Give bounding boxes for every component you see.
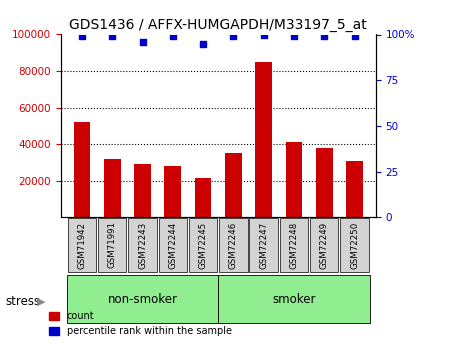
Bar — [225, 153, 242, 217]
Text: GSM72245: GSM72245 — [198, 221, 207, 268]
FancyBboxPatch shape — [280, 218, 308, 272]
Text: non-smoker: non-smoker — [108, 293, 178, 306]
FancyBboxPatch shape — [158, 218, 187, 272]
Point — [260, 32, 267, 37]
Title: GDS1436 / AFFX-HUMGAPDH/M33197_5_at: GDS1436 / AFFX-HUMGAPDH/M33197_5_at — [69, 18, 367, 32]
FancyBboxPatch shape — [219, 218, 248, 272]
Point — [230, 33, 237, 39]
Text: GSM72243: GSM72243 — [138, 221, 147, 268]
FancyBboxPatch shape — [249, 218, 278, 272]
Point — [169, 33, 176, 39]
FancyBboxPatch shape — [98, 218, 126, 272]
Text: GSM72246: GSM72246 — [229, 221, 238, 268]
Bar — [255, 62, 272, 217]
Point — [321, 33, 328, 39]
Point — [108, 33, 116, 39]
Bar — [346, 161, 363, 217]
FancyBboxPatch shape — [310, 218, 338, 272]
Bar — [104, 159, 121, 217]
FancyBboxPatch shape — [340, 218, 369, 272]
Bar — [316, 148, 333, 217]
Text: GSM71942: GSM71942 — [77, 221, 86, 268]
Text: smoker: smoker — [272, 293, 316, 306]
Bar — [165, 166, 181, 217]
Bar — [134, 164, 151, 217]
Text: GSM72248: GSM72248 — [289, 221, 298, 268]
Text: GSM72250: GSM72250 — [350, 221, 359, 268]
FancyBboxPatch shape — [218, 275, 370, 323]
Point — [290, 33, 297, 39]
FancyBboxPatch shape — [128, 218, 157, 272]
FancyBboxPatch shape — [67, 275, 218, 323]
Bar — [195, 178, 212, 217]
FancyBboxPatch shape — [189, 218, 217, 272]
Bar — [286, 142, 302, 217]
Bar — [74, 122, 90, 217]
Text: stress: stress — [5, 295, 40, 308]
Text: ▶: ▶ — [37, 297, 45, 307]
Point — [78, 33, 86, 39]
Legend: count, percentile rank within the sample: count, percentile rank within the sample — [45, 307, 236, 340]
Text: GSM72249: GSM72249 — [320, 221, 329, 268]
Point — [199, 41, 207, 46]
FancyBboxPatch shape — [68, 218, 96, 272]
Point — [139, 39, 146, 45]
Point — [351, 33, 358, 39]
Text: GSM71991: GSM71991 — [108, 221, 117, 268]
Text: GSM72247: GSM72247 — [259, 221, 268, 268]
Text: GSM72244: GSM72244 — [168, 221, 177, 268]
